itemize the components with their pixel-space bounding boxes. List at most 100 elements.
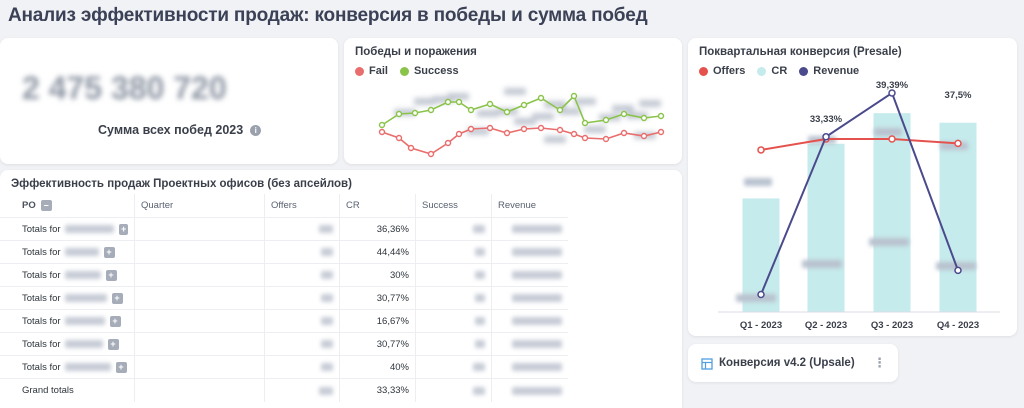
blurred-value-label — [802, 260, 842, 268]
blurred-po-name — [64, 225, 115, 233]
plus-icon[interactable]: + — [105, 269, 117, 281]
row-cr: 40% — [340, 356, 416, 378]
blurred-po-name — [64, 317, 105, 325]
plus-icon[interactable]: + — [119, 223, 128, 235]
blurred-po-name — [64, 248, 99, 256]
wins-losses-card: Победы и поражения Fail Success — [344, 38, 682, 164]
plus-icon[interactable]: + — [107, 338, 119, 350]
upsale-title: Конверсия v4.2 (Upsale) — [719, 357, 855, 369]
offers-point[interactable] — [757, 146, 765, 154]
revenue-line — [760, 91, 959, 295]
legend-cr[interactable]: CR — [757, 65, 787, 77]
table-row: Totals for + 16,67% — [0, 310, 568, 333]
fail-color-dot — [355, 66, 364, 76]
grand-totals-row: Grand totals 33,33% — [0, 379, 568, 402]
revenue-point[interactable] — [822, 133, 830, 141]
legend-fail[interactable]: Fail — [355, 65, 388, 77]
blurred-value-labels — [394, 88, 661, 143]
row-label: Totals for + — [0, 287, 135, 309]
success-color-dot — [399, 66, 409, 76]
x-tick-label: Q2 - 2023 — [805, 320, 847, 331]
blurred-value-label — [869, 238, 909, 246]
row-cr: 30% — [340, 264, 416, 286]
blurred-po-name — [64, 363, 111, 371]
quarterly-card: Поквартальная конверсия (Presale) Offers… — [688, 38, 1017, 336]
offers-color-dot — [699, 66, 708, 76]
table-row: Totals for + 44,44% — [0, 241, 568, 264]
table-row: Totals for + 30,77% — [0, 333, 568, 356]
plus-icon[interactable]: + — [115, 361, 127, 373]
quarterly-chart: 33,33% 39,39% 37,5% Q1 - 2023 Q2 - 2023 Q3 - … — [718, 80, 1000, 331]
blurred-value-label — [736, 294, 776, 302]
blurred-value-label — [874, 128, 902, 136]
table-body: Totals for +36,36% Totals for +44,44% Totals… — [0, 218, 568, 379]
col-revenue[interactable]: Revenue — [498, 200, 537, 211]
blurred-po-name — [64, 340, 103, 348]
x-tick-label: Q4 - 2023 — [937, 320, 979, 331]
cr-data-label: 37,5% — [945, 90, 972, 101]
plus-icon[interactable]: + — [111, 292, 123, 304]
row-label: Totals for + — [0, 310, 135, 332]
page-title: Анализ эффективности продаж: конверсия в… — [8, 5, 648, 26]
col-quarter[interactable]: Quarter — [135, 194, 265, 217]
revenue-color-dot — [799, 66, 809, 76]
info-icon[interactable]: i — [250, 124, 262, 136]
wins-losses-chart — [378, 88, 665, 158]
cr-bar[interactable] — [873, 113, 911, 312]
blurred-po-name — [64, 294, 107, 302]
plus-icon[interactable]: + — [103, 246, 115, 258]
offers-line — [760, 137, 959, 151]
col-success[interactable]: Success — [416, 194, 492, 217]
kpi-card: 2 475 380 720 Сумма всех побед 2023 i — [0, 38, 338, 164]
row-cr: 16,67% — [340, 310, 416, 332]
table-header-row: PO – Quarter Offers CR Success Revenue — [0, 194, 568, 218]
table-row: Totals for + 40% — [0, 356, 568, 379]
more-vertical-icon[interactable]: ⋮ — [873, 355, 886, 370]
col-offers[interactable]: Offers — [265, 194, 340, 217]
col-po[interactable]: PO – — [0, 194, 135, 217]
quarterly-legend: Offers CR Revenue — [699, 65, 859, 77]
grand-totals-cr: 33,33% — [340, 379, 416, 402]
upsale-card[interactable]: Конверсия v4.2 (Upsale) ⋮ — [688, 344, 898, 382]
legend-revenue[interactable]: Revenue — [799, 65, 859, 77]
x-tick-label: Q3 - 2023 — [871, 320, 913, 331]
wins-losses-title: Победы и поражения — [355, 46, 477, 58]
offers-point[interactable] — [888, 135, 896, 143]
row-label: Totals for + — [0, 218, 135, 240]
pivot-table: PO – Quarter Offers CR Success Revenue T… — [0, 194, 568, 402]
revenue-point[interactable] — [757, 290, 765, 299]
table-row: Totals for + 30,77% — [0, 287, 568, 310]
wins-losses-legend: Fail Success — [355, 65, 459, 77]
fail-line — [381, 127, 662, 155]
row-cr: 30,77% — [340, 333, 416, 355]
legend-success[interactable]: Success — [399, 65, 459, 77]
table-row: Totals for + 36,36% — [0, 218, 568, 241]
revenue-point[interactable] — [888, 89, 896, 97]
table-icon — [701, 358, 713, 370]
cr-data-label: 39,39% — [876, 80, 909, 91]
table-row: Totals for + 30% — [0, 264, 568, 287]
cr-bar[interactable] — [807, 143, 845, 312]
quarterly-title: Поквартальная конверсия (Presale) — [699, 46, 902, 58]
kpi-label: Сумма всех побед 2023 — [98, 123, 244, 137]
grand-totals-label: Grand totals — [0, 379, 135, 402]
blurred-value-label — [744, 178, 772, 186]
revenue-point[interactable] — [954, 266, 962, 275]
offers-point[interactable] — [954, 139, 962, 148]
row-label: Totals for + — [0, 264, 135, 286]
table-title: Эффективность продаж Проектных офисов (б… — [11, 178, 352, 190]
cr-color-dot — [757, 66, 767, 76]
cr-bar[interactable] — [939, 122, 977, 312]
row-cr: 36,36% — [340, 218, 416, 240]
row-label: Totals for + — [0, 356, 135, 378]
plus-icon[interactable]: + — [109, 315, 121, 327]
blurred-po-name — [64, 271, 101, 279]
cr-data-label: 33,33% — [810, 114, 843, 125]
legend-offers[interactable]: Offers — [699, 65, 745, 77]
x-tick-label: Q1 - 2023 — [740, 320, 782, 331]
row-cr: 30,77% — [340, 287, 416, 309]
row-label: Totals for + — [0, 241, 135, 263]
row-cr: 44,44% — [340, 241, 416, 263]
col-cr[interactable]: CR — [340, 194, 416, 217]
minus-icon[interactable]: – — [40, 200, 52, 211]
